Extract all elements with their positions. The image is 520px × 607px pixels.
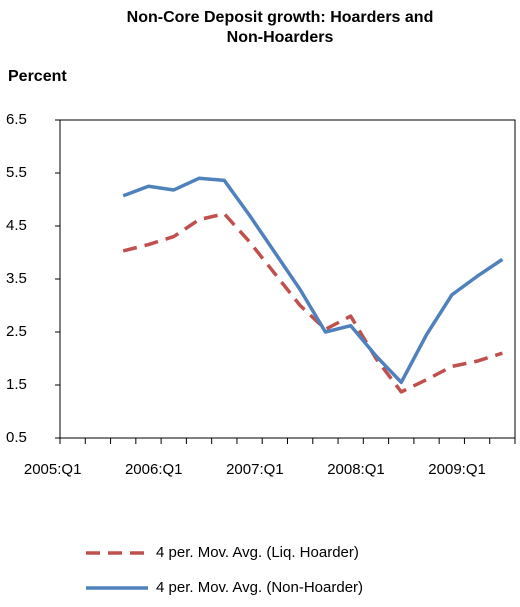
y-axis-label: Percent	[8, 68, 67, 85]
y-tick-label: 5.5	[6, 164, 27, 181]
y-tick-label: 2.5	[6, 323, 27, 340]
x-tick-label: 2006:Q1	[125, 461, 183, 478]
x-tick-label: 2005:Q1	[24, 461, 82, 478]
legend-label: 4 per. Mov. Avg. (Non-Hoarder)	[156, 579, 363, 596]
plot-area	[59, 119, 516, 439]
y-tick-label: 1.5	[6, 376, 27, 393]
chart-title: Non-Core Deposit growth: Hoarders and Non…	[127, 9, 434, 46]
y-tick-label: 4.5	[6, 217, 27, 234]
series-line	[122, 176, 504, 385]
series-line	[122, 212, 503, 394]
x-tick-label: 2007:Q1	[226, 461, 284, 478]
y-tick-label: 6.5	[6, 111, 27, 128]
x-tick-label: 2008:Q1	[327, 461, 385, 478]
y-tick-label: 0.5	[6, 429, 27, 446]
y-tick-label: 3.5	[6, 270, 27, 287]
legend-label: 4 per. Mov. Avg. (Liq. Hoarder)	[156, 544, 359, 561]
x-tick-label: 2009:Q1	[428, 461, 486, 478]
